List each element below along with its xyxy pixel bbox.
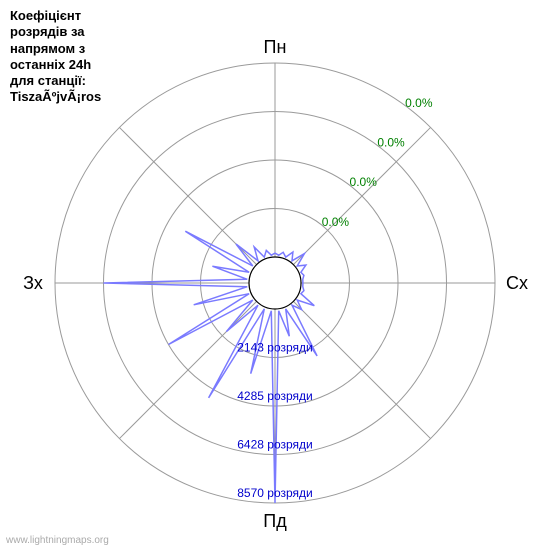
discharge-label: 6428 розряди [237, 438, 313, 452]
grid-spoke [293, 301, 430, 438]
chart-title: Коефіцієнт розрядів за напрямом з останн… [10, 8, 101, 106]
pct-label: 0.0% [350, 175, 378, 189]
pct-label: 0.0% [322, 215, 350, 229]
compass-w: Зх [23, 273, 43, 293]
compass-s: Пд [263, 511, 287, 531]
discharge-label: 4285 розряди [237, 389, 313, 403]
grid-spoke [119, 301, 256, 438]
inner-circle [249, 257, 301, 309]
pct-label: 0.0% [405, 96, 433, 110]
discharge-label: 2143 розряди [237, 341, 313, 355]
compass-e: Сх [506, 273, 528, 293]
discharge-label: 8570 розряди [237, 486, 313, 500]
grid-spoke [293, 127, 430, 264]
chart-container: Пн Пд Сх Зх 0.0% 0.0% 0.0% 0.0% 2143 розряди 4285… [0, 0, 550, 550]
pct-label: 0.0% [377, 136, 405, 150]
compass-n: Пн [264, 37, 287, 57]
footer-credit: www.lightningmaps.org [6, 535, 109, 546]
